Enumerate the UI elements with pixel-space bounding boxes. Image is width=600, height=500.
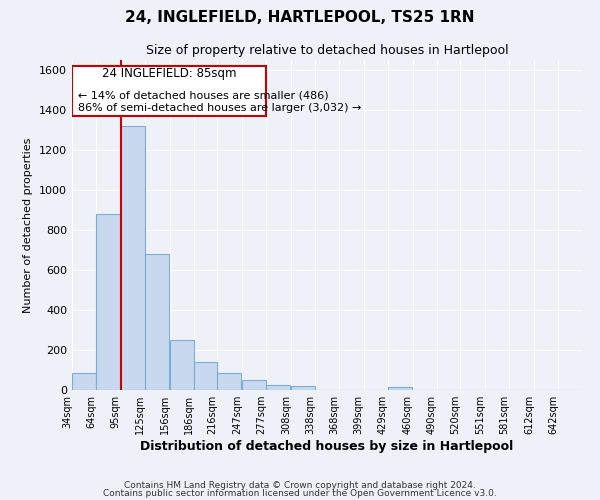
Text: 24 INGLEFIELD: 85sqm: 24 INGLEFIELD: 85sqm xyxy=(102,66,236,80)
Bar xyxy=(388,387,412,390)
FancyBboxPatch shape xyxy=(72,66,266,116)
Bar xyxy=(291,386,315,390)
Bar xyxy=(121,126,145,390)
Y-axis label: Number of detached properties: Number of detached properties xyxy=(23,138,34,312)
Bar xyxy=(170,340,194,390)
Bar xyxy=(96,214,120,390)
Text: Contains public sector information licensed under the Open Government Licence v3: Contains public sector information licen… xyxy=(103,488,497,498)
Bar xyxy=(217,373,241,390)
Title: Size of property relative to detached houses in Hartlepool: Size of property relative to detached ho… xyxy=(146,44,508,58)
Bar xyxy=(72,372,96,390)
Text: ← 14% of detached houses are smaller (486): ← 14% of detached houses are smaller (48… xyxy=(79,91,329,101)
Bar xyxy=(194,362,217,390)
Text: 86% of semi-detached houses are larger (3,032) →: 86% of semi-detached houses are larger (… xyxy=(79,103,362,113)
Bar xyxy=(242,380,266,390)
X-axis label: Distribution of detached houses by size in Hartlepool: Distribution of detached houses by size … xyxy=(140,440,514,453)
Bar xyxy=(145,254,169,390)
Bar xyxy=(266,385,290,390)
Text: 24, INGLEFIELD, HARTLEPOOL, TS25 1RN: 24, INGLEFIELD, HARTLEPOOL, TS25 1RN xyxy=(125,10,475,25)
Text: Contains HM Land Registry data © Crown copyright and database right 2024.: Contains HM Land Registry data © Crown c… xyxy=(124,481,476,490)
